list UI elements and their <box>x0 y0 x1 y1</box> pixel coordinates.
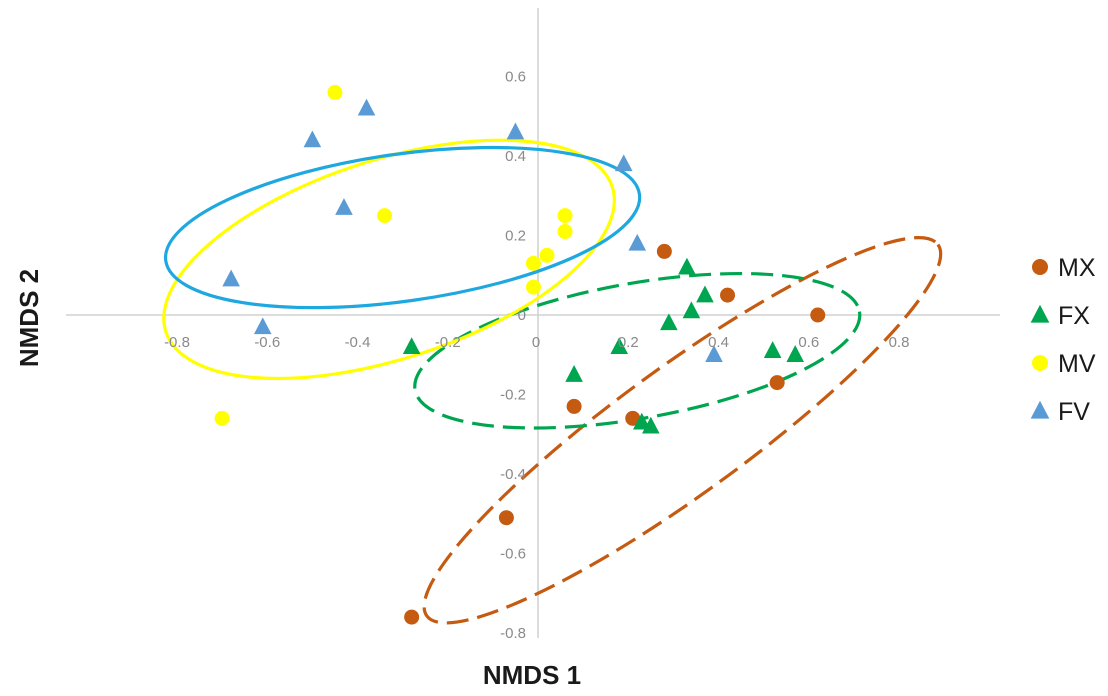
x-tick-label: 0 <box>532 334 540 351</box>
data-point-fx <box>632 412 651 430</box>
data-point-fv <box>357 98 376 116</box>
data-point-fv <box>335 198 353 215</box>
y-tick-label: -0.2 <box>500 387 526 404</box>
x-axis-title: NMDS 1 <box>483 660 581 690</box>
data-point-fv <box>614 154 633 172</box>
legend-marker-fx <box>1030 304 1050 323</box>
legend-label-mx: MX <box>1058 254 1096 282</box>
data-point-fv <box>253 317 272 335</box>
data-point-mv <box>557 224 573 240</box>
data-point-mx <box>656 243 672 259</box>
legend-label-fx: FX <box>1058 302 1090 330</box>
ellipse-layer <box>162 138 943 625</box>
data-point-fx <box>610 337 629 354</box>
data-point-mx <box>404 609 420 625</box>
y-tick-label: -0.6 <box>500 546 526 563</box>
data-point-mx <box>769 375 785 391</box>
legend-marker-mx <box>1032 259 1048 275</box>
data-point-fv <box>506 122 525 140</box>
data-point-mx <box>720 287 736 303</box>
y-tick-label: 0 <box>518 307 526 324</box>
data-point-mx <box>498 510 514 526</box>
data-point-mv <box>327 84 343 100</box>
data-point-fx <box>696 285 714 303</box>
x-tick-label: -0.8 <box>164 334 190 351</box>
ellipse-fx <box>413 271 862 430</box>
data-point-fx <box>660 313 678 331</box>
data-point-fx <box>642 416 660 434</box>
x-tick-label: 0.6 <box>798 334 819 351</box>
data-point-fx <box>402 337 421 354</box>
data-point-mv <box>377 208 393 224</box>
x-tick-label: 0.2 <box>618 334 639 351</box>
y-tick-label: 0.6 <box>505 69 526 86</box>
y-tick-label: -0.8 <box>500 625 526 642</box>
data-point-mv <box>214 410 230 426</box>
data-point-fv <box>705 345 723 362</box>
data-point-fv <box>628 233 647 251</box>
ticks-layer: -0.8 -0.6 -0.4 -0.2 0.2 0.4 0.6 0.8 0.6 0.4 0.2 0 -0… <box>164 69 909 643</box>
legend-label-mv: MV <box>1058 350 1096 378</box>
data-point-fx <box>786 345 805 362</box>
x-tick-label: -0.6 <box>254 334 280 351</box>
x-tick-label: -0.4 <box>345 334 371 351</box>
data-point-mv <box>525 279 541 295</box>
data-point-mx <box>566 398 582 414</box>
data-point-mx <box>810 307 826 323</box>
points-layer <box>214 84 826 625</box>
data-point-fv <box>303 130 322 148</box>
y-axis-title: NMDS 2 <box>14 269 44 367</box>
x-tick-label: 0.4 <box>708 334 729 351</box>
data-point-mv <box>557 208 573 224</box>
data-point-mx <box>625 410 641 426</box>
y-tick-label: 0.4 <box>505 148 526 165</box>
legend: MX FX MV FV <box>1030 254 1096 426</box>
legend-marker-mv <box>1032 355 1048 371</box>
data-point-mv <box>525 255 541 271</box>
data-point-fv <box>222 269 240 287</box>
data-point-fx <box>678 257 696 275</box>
ellipse-mx <box>422 236 943 625</box>
y-tick-label: 0.2 <box>505 228 526 245</box>
legend-label-fv: FV <box>1058 398 1090 426</box>
x-tick-label: 0.8 <box>889 334 910 351</box>
data-point-mv <box>539 247 555 263</box>
axes-layer <box>66 8 1000 638</box>
legend-marker-fv <box>1030 400 1050 419</box>
ellipse-fv <box>163 145 642 310</box>
data-point-fx <box>565 365 583 382</box>
y-tick-label: -0.4 <box>500 466 526 483</box>
data-point-fx <box>763 341 782 358</box>
x-tick-label: -0.2 <box>435 334 461 351</box>
data-point-fx <box>682 301 701 319</box>
